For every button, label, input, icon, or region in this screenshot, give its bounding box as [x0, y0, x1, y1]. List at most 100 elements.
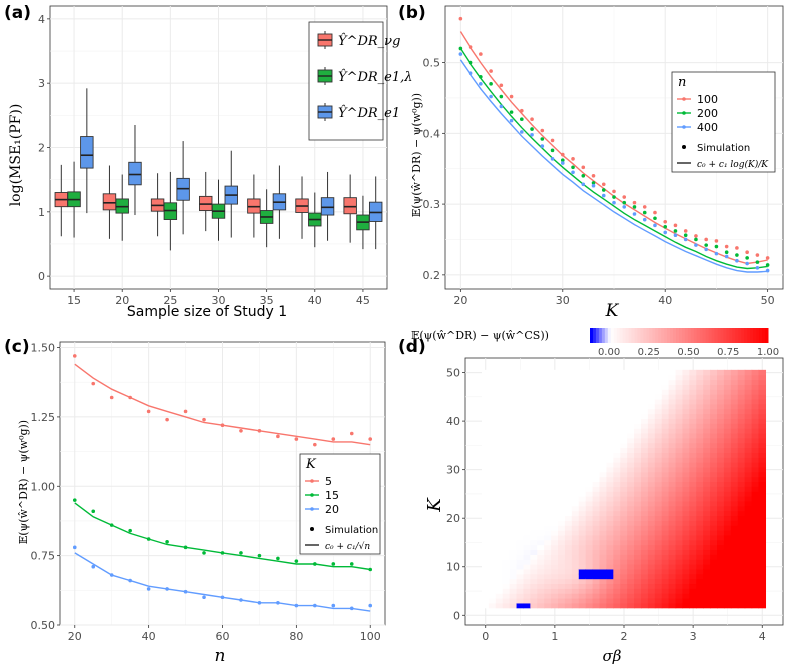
heatmap-cell — [516, 554, 525, 560]
heatmap-cell — [509, 486, 518, 492]
heatmap-cell — [571, 466, 580, 473]
heatmap-cell — [537, 369, 545, 376]
heatmap-cell — [613, 500, 621, 507]
heatmap-cell — [481, 554, 490, 560]
panel-c-legend-sim: Simulation — [325, 525, 378, 536]
heatmap-cell — [710, 462, 718, 468]
heatmap-cell — [599, 500, 608, 507]
panel-c-point — [109, 395, 114, 400]
heatmap-cell — [551, 559, 559, 565]
heatmap-cell — [682, 598, 690, 604]
panel-b-point — [571, 170, 575, 175]
heatmap-cell — [516, 394, 525, 400]
heatmap-cell — [751, 423, 760, 429]
heatmap-cell — [578, 471, 587, 478]
heatmap-cell — [717, 432, 725, 439]
heatmap-cell — [647, 389, 656, 395]
heatmap-cell — [551, 369, 559, 376]
heatmap-cell — [689, 369, 697, 376]
heatmap-cell — [730, 384, 739, 390]
heatmap-cell — [564, 462, 573, 468]
heatmap-cell — [730, 544, 739, 551]
heatmap-cell — [710, 418, 718, 424]
heatmap-cell — [620, 471, 628, 478]
heatmap-cell — [703, 389, 711, 395]
panel-b-point — [735, 258, 739, 263]
heatmap-cell — [675, 452, 684, 458]
panel-b-point — [745, 256, 749, 260]
heatmap-cell — [640, 583, 649, 589]
heatmap-cell — [599, 481, 608, 487]
heatmap-cell — [585, 428, 594, 434]
heatmap-cell — [758, 564, 767, 570]
colorbar-swatch — [729, 328, 733, 343]
heatmap-cell — [564, 564, 573, 570]
heatmap-cell — [723, 578, 732, 585]
colorbar-swatch — [631, 328, 635, 343]
heatmap-cell — [516, 539, 525, 546]
panel-b-point — [724, 254, 729, 259]
heatmap-cell — [696, 384, 704, 390]
heatmap-cell — [744, 481, 753, 487]
heatmap-cell — [551, 379, 559, 385]
heatmap-cell — [544, 500, 552, 507]
heatmap-cell — [620, 437, 628, 444]
heatmap-cell — [585, 602, 594, 609]
heatmap-cell — [675, 583, 684, 589]
heatmap-cell — [502, 520, 511, 526]
heatmap-cell — [481, 496, 490, 502]
heatmap-cell — [558, 423, 566, 429]
heatmap-cell — [627, 496, 635, 502]
heatmap-cell — [668, 471, 677, 478]
heatmap-cell — [481, 437, 490, 444]
heatmap-cell — [523, 408, 531, 415]
heatmap-cell — [558, 418, 566, 424]
heatmap-cell — [640, 602, 649, 609]
colorbar-swatch — [655, 328, 659, 343]
heatmap-cell — [675, 491, 684, 497]
panel-b-point — [560, 158, 565, 163]
panel-b-point — [530, 117, 534, 121]
panel-c-legend-dot — [310, 493, 314, 497]
heatmap-cell — [481, 539, 490, 546]
heatmap-cell — [544, 452, 552, 458]
heatmap-cell — [544, 384, 552, 390]
heatmap-cell — [571, 403, 580, 410]
heatmap-cell — [537, 398, 545, 405]
heatmap-cell — [703, 428, 711, 434]
heatmap-cell — [544, 447, 552, 453]
panel-c-legend-label-0: 5 — [325, 475, 332, 488]
heatmap-cell — [558, 398, 566, 405]
heatmap-cell — [744, 413, 753, 419]
heatmap-cell — [654, 374, 663, 381]
heatmap-cell — [551, 462, 559, 468]
heatmap-cell — [530, 452, 538, 458]
heatmap-cell — [744, 452, 753, 458]
panel-b-point — [714, 239, 719, 243]
heatmap-cell — [654, 602, 663, 609]
heatmap-cell — [592, 505, 601, 512]
heatmap-cell — [640, 573, 649, 580]
heatmap-cell — [578, 564, 587, 570]
heatmap-cell — [564, 389, 573, 395]
heatmap-cell — [523, 437, 531, 444]
heatmap-cell — [495, 602, 504, 609]
heatmap-cell — [627, 505, 635, 512]
panel-b-point — [540, 144, 545, 148]
heatmap-cell — [481, 500, 490, 507]
heatmap-cell — [537, 588, 545, 594]
panel-d-colorbar: 0.00 0.25 0.50 0.75 1.00 — [590, 328, 779, 358]
heatmap-cell — [737, 554, 746, 560]
heatmap-cell — [558, 598, 566, 604]
heatmap-cell — [509, 510, 518, 517]
heatmap-cell — [537, 559, 545, 565]
heatmap-cell — [502, 496, 511, 502]
heatmap-cell — [717, 573, 725, 580]
heatmap-cell — [634, 394, 642, 400]
heatmap-cell — [558, 564, 566, 570]
heatmap-cell — [544, 554, 552, 560]
heatmap-cell — [530, 491, 538, 497]
heatmap-cell — [488, 442, 497, 449]
heatmap-cell — [481, 442, 490, 449]
heatmap-cell — [737, 544, 746, 551]
